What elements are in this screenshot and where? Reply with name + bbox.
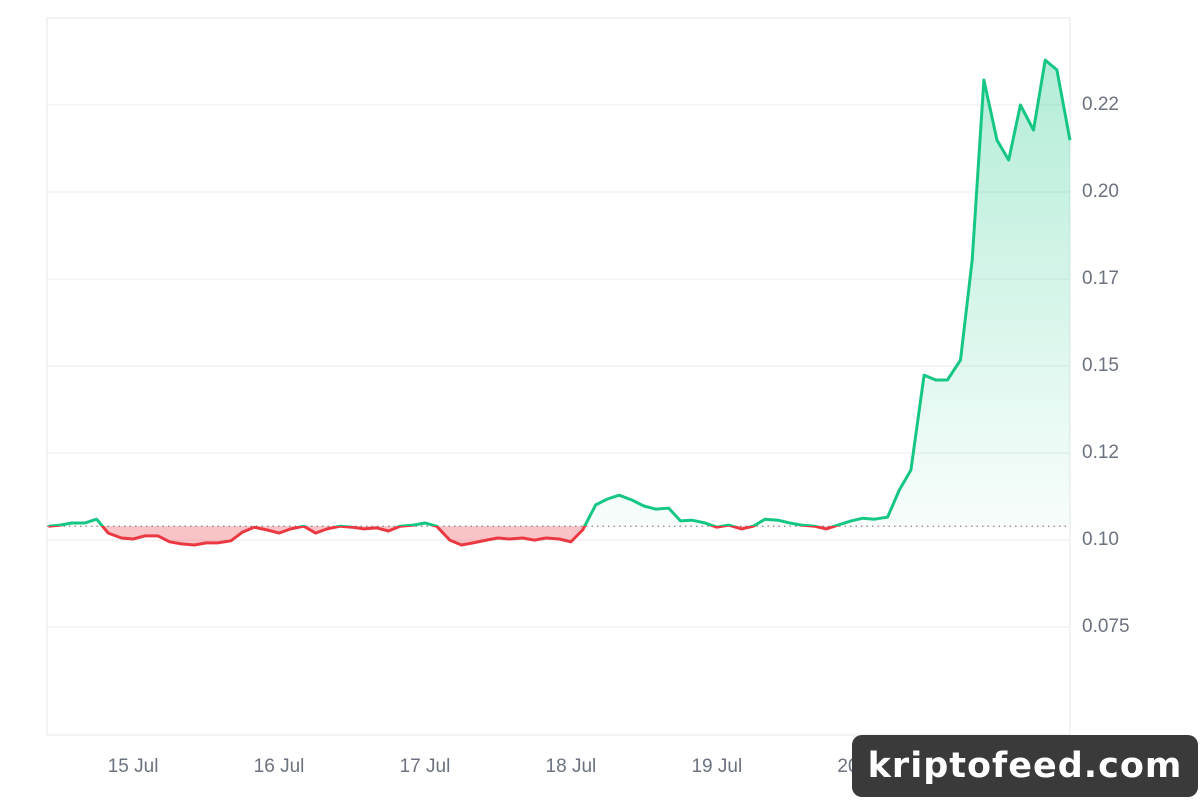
y-tick-label: 0.075 xyxy=(1082,616,1130,637)
y-tick-label: 0.10 xyxy=(1082,529,1119,550)
y-tick-label: 0.12 xyxy=(1082,442,1119,463)
x-tick-label: 17 Jul xyxy=(400,756,451,777)
x-tick-label: 15 Jul xyxy=(108,756,159,777)
x-tick-label: 16 Jul xyxy=(254,756,305,777)
y-tick-label: 0.22 xyxy=(1082,94,1119,115)
area xyxy=(48,60,1070,545)
x-tick-label: 19 Jul xyxy=(691,756,742,777)
price-line xyxy=(48,58,1072,547)
x-tick-label: 18 Jul xyxy=(546,756,597,777)
y-tick-label: 0.15 xyxy=(1082,355,1119,376)
y-tick-label: 0.17 xyxy=(1082,268,1119,289)
watermark: kriptofeed.com xyxy=(852,735,1198,797)
y-tick-label: 0.20 xyxy=(1082,181,1119,202)
